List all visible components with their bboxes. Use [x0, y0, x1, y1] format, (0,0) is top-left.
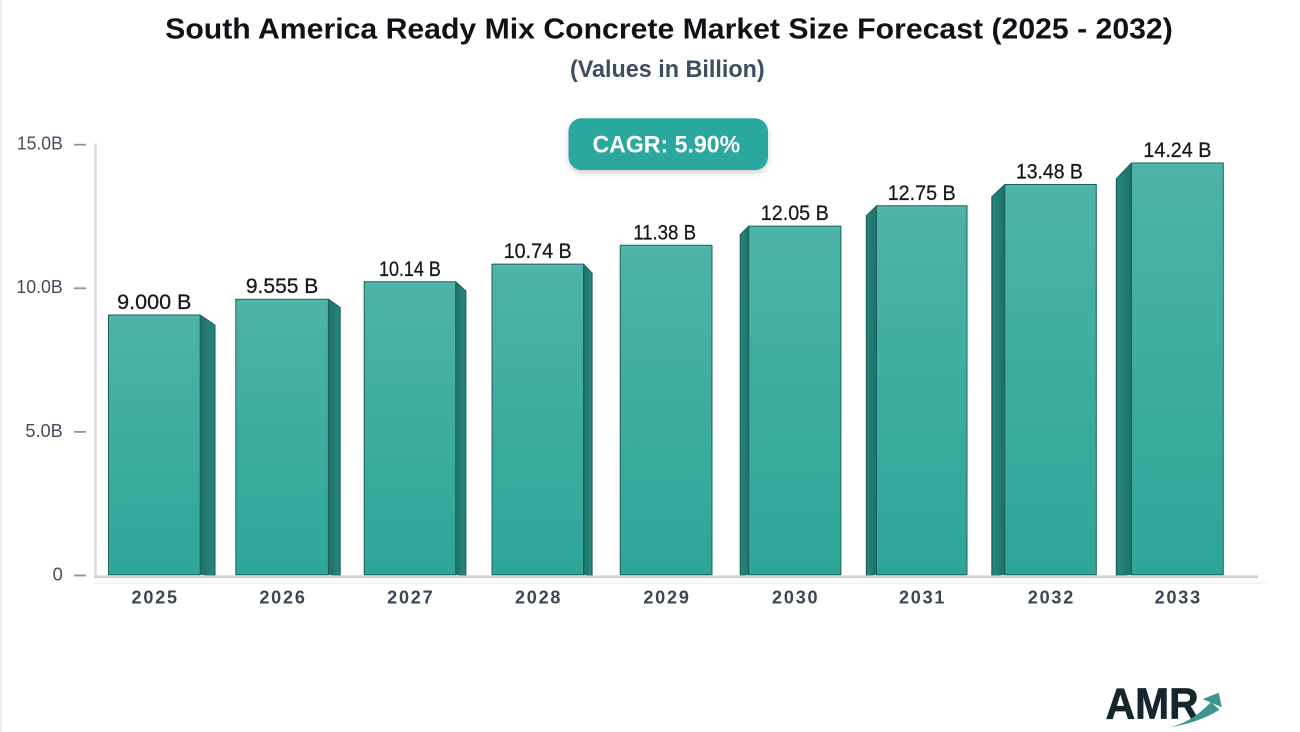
svg-text:2029: 2029 — [643, 588, 689, 608]
svg-text:2025: 2025 — [132, 588, 178, 608]
svg-text:AMR: AMR — [1106, 680, 1199, 729]
svg-text:0: 0 — [53, 563, 63, 584]
svg-text:15.0B: 15.0B — [17, 133, 63, 154]
svg-text:14.24 B: 14.24 B — [1143, 138, 1211, 162]
svg-text:2032: 2032 — [1028, 588, 1074, 608]
svg-text:CAGR: 5.90%: CAGR: 5.90% — [592, 132, 740, 159]
svg-text:9.555 B: 9.555 B — [246, 274, 319, 298]
svg-text:(Values in Billion): (Values in Billion) — [570, 56, 765, 83]
svg-text:12.75 B: 12.75 B — [888, 181, 956, 205]
svg-text:2026: 2026 — [259, 588, 305, 608]
svg-text:11.38 B: 11.38 B — [633, 220, 696, 244]
svg-text:10.14 B: 10.14 B — [379, 257, 441, 281]
svg-text:12.05 B: 12.05 B — [761, 201, 829, 225]
svg-text:2030: 2030 — [772, 588, 818, 608]
svg-text:10.0B: 10.0B — [16, 276, 63, 297]
svg-text:South America Ready Mix Concre: South America Ready Mix Concrete Market … — [165, 13, 1173, 45]
svg-text:2027: 2027 — [387, 588, 433, 608]
svg-text:10.74 B: 10.74 B — [504, 239, 572, 263]
svg-text:2033: 2033 — [1155, 588, 1201, 608]
svg-text:2028: 2028 — [515, 588, 561, 608]
svg-text:9.000 B: 9.000 B — [117, 290, 191, 314]
svg-text:13.48 B: 13.48 B — [1016, 160, 1083, 184]
svg-text:2031: 2031 — [899, 588, 945, 608]
svg-text:5.0B: 5.0B — [25, 420, 62, 441]
